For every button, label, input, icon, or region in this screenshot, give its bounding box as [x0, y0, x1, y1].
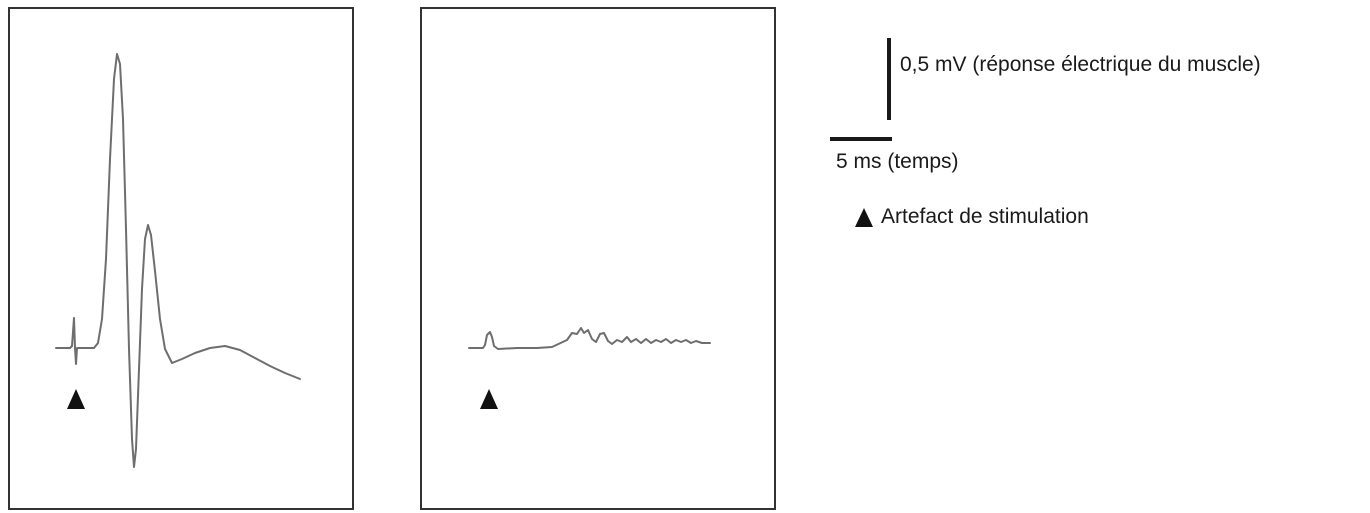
- trace-panel-right: [420, 7, 776, 510]
- time-scale-bar: [830, 137, 892, 141]
- amplitude-scale-label: 0,5 mV (réponse électrique du muscle): [900, 53, 1261, 76]
- time-scale-label: 5 ms (temps): [836, 150, 959, 173]
- emg-trace-left: [55, 53, 301, 468]
- stimulation-artifact-marker-icon: [67, 389, 85, 409]
- trace-panel-left: [8, 7, 354, 510]
- triangle-marker-icon: [855, 207, 873, 227]
- emg-trace-right: [468, 327, 711, 350]
- legend: Artefact de stimulation: [855, 205, 1089, 229]
- amplitude-scale-bar: [887, 38, 891, 120]
- stimulation-artifact-marker-icon: [480, 389, 498, 409]
- legend-label: Artefact de stimulation: [881, 205, 1089, 228]
- emg-waveform-right: [468, 327, 711, 350]
- emg-waveform-left: [55, 53, 301, 468]
